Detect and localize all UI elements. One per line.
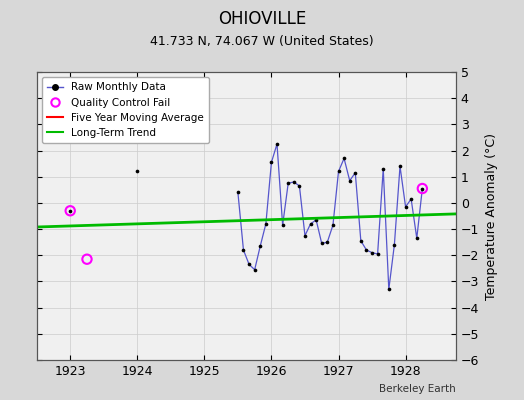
Point bbox=[307, 221, 315, 227]
Point bbox=[234, 189, 242, 196]
Point bbox=[284, 180, 292, 186]
Point bbox=[379, 166, 387, 172]
Point bbox=[374, 251, 382, 257]
Point bbox=[368, 250, 376, 256]
Point bbox=[390, 242, 399, 248]
Text: Berkeley Earth: Berkeley Earth bbox=[379, 384, 456, 394]
Point bbox=[278, 222, 287, 228]
Point bbox=[318, 240, 326, 247]
Point bbox=[323, 239, 332, 245]
Point bbox=[340, 155, 348, 162]
Point bbox=[245, 261, 253, 268]
Point bbox=[83, 256, 91, 262]
Legend: Raw Monthly Data, Quality Control Fail, Five Year Moving Average, Long-Term Tren: Raw Monthly Data, Quality Control Fail, … bbox=[42, 77, 209, 143]
Text: 41.733 N, 74.067 W (United States): 41.733 N, 74.067 W (United States) bbox=[150, 35, 374, 48]
Point bbox=[418, 185, 427, 192]
Point bbox=[239, 247, 248, 253]
Point bbox=[66, 208, 74, 214]
Point bbox=[133, 168, 141, 175]
Point bbox=[412, 235, 421, 242]
Point bbox=[396, 163, 404, 170]
Point bbox=[273, 141, 281, 147]
Point bbox=[256, 243, 265, 249]
Point bbox=[66, 208, 74, 214]
Point bbox=[401, 204, 410, 210]
Point bbox=[267, 159, 276, 166]
Point bbox=[357, 238, 365, 244]
Point bbox=[301, 232, 309, 239]
Point bbox=[290, 179, 298, 185]
Point bbox=[334, 168, 343, 175]
Point bbox=[362, 247, 370, 253]
Point bbox=[385, 286, 393, 292]
Y-axis label: Temperature Anomaly (°C): Temperature Anomaly (°C) bbox=[485, 132, 498, 300]
Point bbox=[312, 217, 320, 223]
Point bbox=[329, 222, 337, 228]
Text: OHIOVILLE: OHIOVILLE bbox=[218, 10, 306, 28]
Point bbox=[261, 221, 270, 227]
Point bbox=[351, 170, 359, 176]
Point bbox=[407, 196, 416, 202]
Point bbox=[418, 185, 427, 192]
Point bbox=[345, 178, 354, 184]
Point bbox=[295, 183, 303, 189]
Point bbox=[250, 266, 259, 273]
